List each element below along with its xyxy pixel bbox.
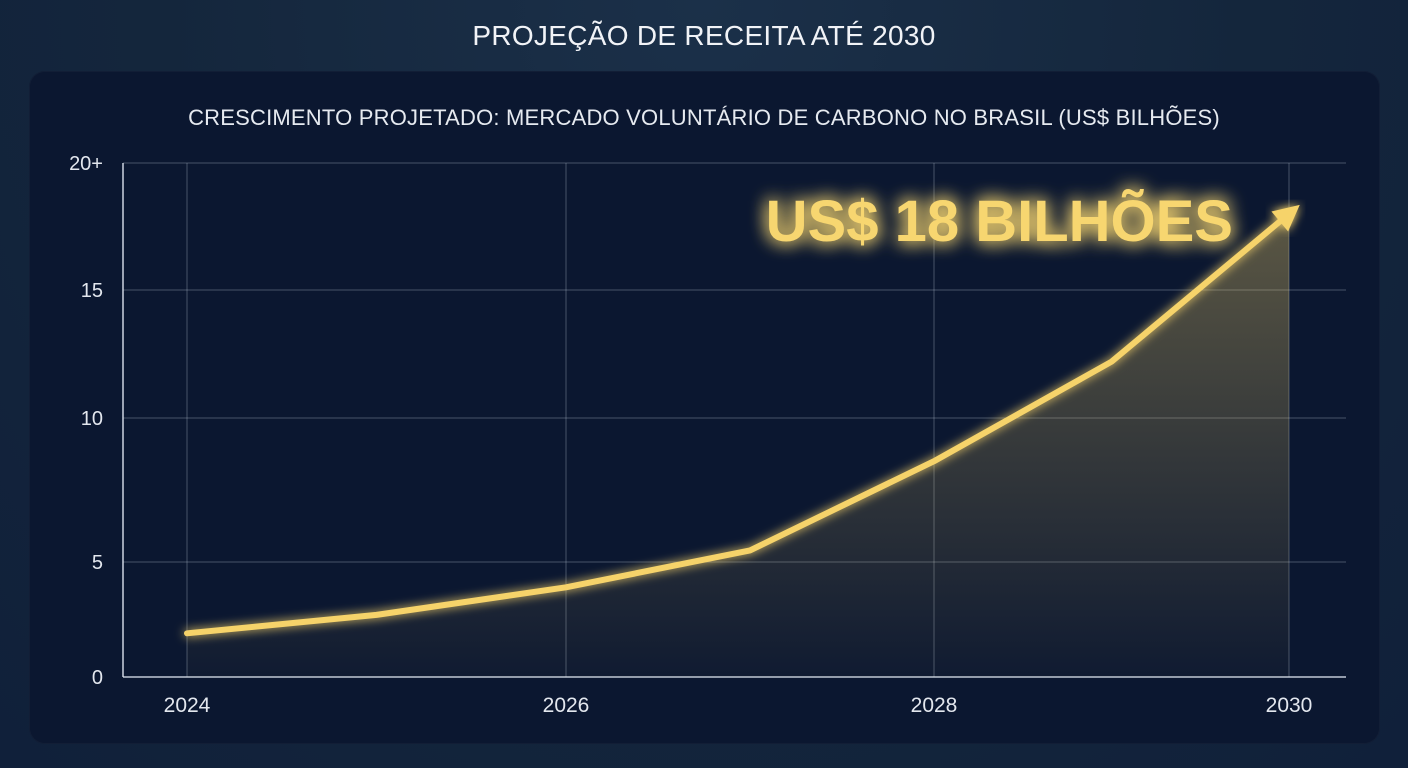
data-point-2026 bbox=[563, 584, 569, 590]
data-point-2028 bbox=[931, 458, 937, 464]
arrow-head bbox=[1271, 204, 1300, 232]
annotation-label: US$ 18 BILHÕES bbox=[766, 189, 1233, 254]
data-point-2024 bbox=[184, 630, 190, 636]
x-tick-label-2030: 2030 bbox=[1266, 694, 1313, 717]
data-point-2025 bbox=[374, 612, 380, 618]
x-tick-label-2026: 2026 bbox=[543, 694, 590, 717]
y-tick-label-20+: 20+ bbox=[69, 153, 103, 175]
data-point-2029 bbox=[1109, 359, 1115, 365]
x-tick-label-2024: 2024 bbox=[164, 694, 211, 717]
data-point-2027 bbox=[747, 547, 753, 553]
y-tick-label-0: 0 bbox=[92, 667, 103, 689]
series-area bbox=[187, 213, 1289, 678]
y-tick-label-15: 15 bbox=[81, 280, 103, 302]
x-tick-label-2028: 2028 bbox=[911, 694, 958, 717]
page-title: PROJEÇÃO DE RECEITA ATÉ 2030 bbox=[472, 20, 936, 51]
y-tick-label-10: 10 bbox=[81, 408, 103, 430]
y-tick-label-5: 5 bbox=[92, 552, 103, 574]
series-line bbox=[184, 210, 1292, 637]
chart-title: CRESCIMENTO PROJETADO: MERCADO VOLUNTÁRI… bbox=[188, 105, 1220, 130]
